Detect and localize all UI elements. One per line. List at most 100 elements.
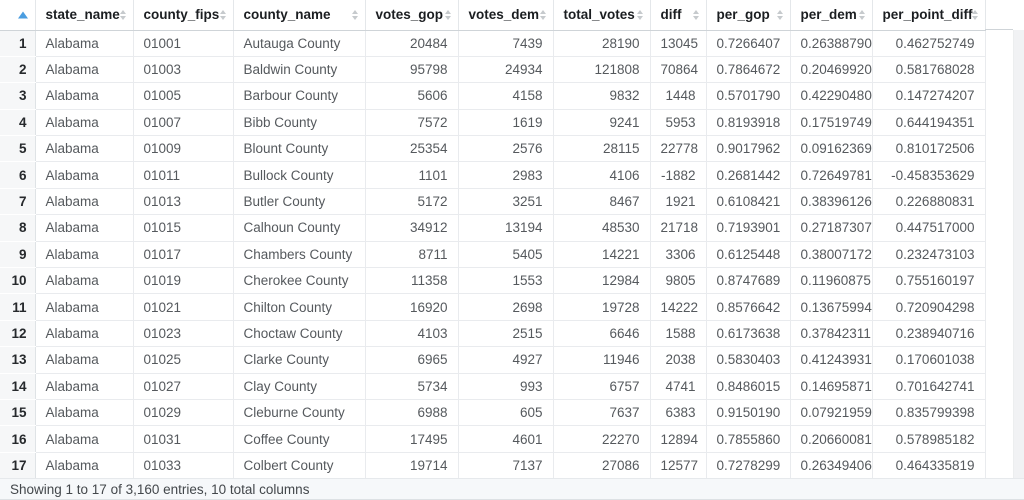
column-header-votes_dem[interactable]: votes_dem bbox=[458, 0, 554, 31]
cell-state_name: Alabama bbox=[35, 346, 134, 374]
cell-per_point_diff: 0.147274207 bbox=[872, 82, 986, 110]
row-number-cell: 4 bbox=[0, 109, 36, 137]
cell-per_dem: 0.42290480 bbox=[790, 82, 873, 110]
row-number-cell: 13 bbox=[0, 346, 36, 374]
table-row[interactable]: 1 Alabama 01001 Autauga County 20484 7439 2819… bbox=[0, 30, 986, 57]
cell-diff: 3306 bbox=[650, 241, 707, 269]
sort-toggle-icon bbox=[776, 9, 783, 20]
table-row[interactable]: 14 Alabama 01027 Clay County 5734 993 6757 4741… bbox=[0, 373, 986, 400]
table-info-text: Showing 1 to 17 of 3,160 entries, 10 tot… bbox=[10, 482, 310, 497]
column-header-per_dem[interactable]: per_dem bbox=[790, 0, 873, 31]
cell-per_gop: 0.9150190 bbox=[706, 399, 791, 427]
cell-per_dem: 0.38007172 bbox=[790, 241, 873, 269]
table-row[interactable]: 3 Alabama 01005 Barbour County 5606 4158 9832 1… bbox=[0, 82, 986, 110]
row-number-cell: 15 bbox=[0, 399, 36, 427]
column-header-label: county_fips bbox=[143, 7, 220, 23]
cell-total_votes: 28190 bbox=[553, 30, 651, 57]
table-row[interactable]: 2 Alabama 01003 Baldwin County 95798 24934 121… bbox=[0, 56, 986, 84]
vertical-scrollbar[interactable] bbox=[1013, 30, 1024, 478]
table-row[interactable]: 17 Alabama 01033 Colbert County 19714 7137 270… bbox=[0, 452, 986, 480]
cell-county_name: Bullock County bbox=[233, 161, 366, 189]
cell-per_dem: 0.09162369 bbox=[790, 135, 873, 163]
table-row[interactable]: 6 Alabama 01011 Bullock County 1101 2983 4106-… bbox=[0, 161, 986, 189]
data-table: state_name county_fips county_name votes_go… bbox=[0, 0, 986, 480]
cell-per_point_diff: 0.581768028 bbox=[872, 56, 986, 84]
table-row[interactable]: 16 Alabama 01031 Coffee County 17495 4601 2227… bbox=[0, 425, 986, 453]
cell-votes_dem: 993 bbox=[458, 373, 554, 400]
row-number-cell: 2 bbox=[0, 56, 36, 84]
cell-votes_dem: 1619 bbox=[458, 109, 554, 137]
sort-toggle-icon bbox=[351, 9, 358, 20]
cell-votes_dem: 4158 bbox=[458, 82, 554, 110]
sort-toggle-icon bbox=[119, 9, 126, 20]
column-header-total_votes[interactable]: total_votes bbox=[553, 0, 651, 31]
cell-votes_gop: 34912 bbox=[365, 214, 459, 242]
cell-per_dem: 0.27187307 bbox=[790, 214, 873, 242]
cell-state_name: Alabama bbox=[35, 56, 134, 84]
column-header-county_name[interactable]: county_name bbox=[233, 0, 366, 31]
row-number-column-header[interactable] bbox=[0, 0, 36, 31]
cell-state_name: Alabama bbox=[35, 373, 134, 400]
cell-per_point_diff: 0.701642741 bbox=[872, 373, 986, 400]
table-row[interactable]: 5 Alabama 01009 Blount County 25354 2576 28115… bbox=[0, 135, 986, 163]
cell-votes_dem: 605 bbox=[458, 399, 554, 427]
row-number-cell: 7 bbox=[0, 188, 36, 216]
cell-per_point_diff: 0.238940716 bbox=[872, 320, 986, 348]
column-header-label: votes_gop bbox=[375, 7, 444, 23]
cell-county_fips: 01015 bbox=[133, 214, 234, 242]
cell-diff: 6383 bbox=[650, 399, 707, 427]
column-header-diff[interactable]: diff bbox=[650, 0, 707, 31]
cell-per_gop: 0.7864672 bbox=[706, 56, 791, 84]
cell-votes_gop: 20484 bbox=[365, 30, 459, 57]
cell-county_name: Coffee County bbox=[233, 425, 366, 453]
table-header: state_name county_fips county_name votes_go… bbox=[0, 0, 986, 31]
cell-state_name: Alabama bbox=[35, 425, 134, 453]
column-header-state_name[interactable]: state_name bbox=[35, 0, 134, 31]
column-header-per_gop[interactable]: per_gop bbox=[706, 0, 791, 31]
cell-total_votes: 121808 bbox=[553, 56, 651, 84]
cell-county_fips: 01007 bbox=[133, 109, 234, 137]
column-header-county_fips[interactable]: county_fips bbox=[133, 0, 234, 31]
cell-per_gop: 0.8747689 bbox=[706, 267, 791, 295]
cell-per_dem: 0.20660081 bbox=[790, 425, 873, 453]
cell-state_name: Alabama bbox=[35, 214, 134, 242]
column-header-votes_gop[interactable]: votes_gop bbox=[365, 0, 459, 31]
cell-county_fips: 01029 bbox=[133, 399, 234, 427]
table-row[interactable]: 11 Alabama 01021 Chilton County 16920 2698 197… bbox=[0, 293, 986, 321]
table-row[interactable]: 7 Alabama 01013 Butler County 5172 3251 8467 19… bbox=[0, 188, 986, 216]
cell-per_dem: 0.17519749 bbox=[790, 109, 873, 137]
cell-county_fips: 01033 bbox=[133, 452, 234, 480]
header-underline bbox=[985, 29, 1013, 30]
cell-diff: -1882 bbox=[650, 161, 707, 189]
sort-toggle-icon bbox=[636, 9, 643, 20]
cell-per_dem: 0.20469920 bbox=[790, 56, 873, 84]
table-row[interactable]: 8 Alabama 01015 Calhoun County 34912 13194 485… bbox=[0, 214, 986, 242]
table-row[interactable]: 10 Alabama 01019 Cherokee County 11358 1553 12… bbox=[0, 267, 986, 295]
cell-county_fips: 01005 bbox=[133, 82, 234, 110]
cell-county_name: Butler County bbox=[233, 188, 366, 216]
cell-per_dem: 0.11960875 bbox=[790, 267, 873, 295]
cell-state_name: Alabama bbox=[35, 452, 134, 480]
cell-votes_dem: 2983 bbox=[458, 161, 554, 189]
table-row[interactable]: 9 Alabama 01017 Chambers County 8711 5405 1422… bbox=[0, 241, 986, 269]
sort-ascending-icon bbox=[17, 11, 28, 19]
cell-votes_gop: 5172 bbox=[365, 188, 459, 216]
cell-votes_gop: 6965 bbox=[365, 346, 459, 374]
cell-total_votes: 6646 bbox=[553, 320, 651, 348]
cell-per_gop: 0.8193918 bbox=[706, 109, 791, 137]
column-header-per_point_diff[interactable]: per_point_diff bbox=[872, 0, 986, 31]
cell-per_dem: 0.13675994 bbox=[790, 293, 873, 321]
cell-diff: 1448 bbox=[650, 82, 707, 110]
table-row[interactable]: 13 Alabama 01025 Clarke County 6965 4927 11946… bbox=[0, 346, 986, 374]
sort-toggle-icon bbox=[692, 9, 699, 20]
cell-votes_dem: 2576 bbox=[458, 135, 554, 163]
cell-total_votes: 7637 bbox=[553, 399, 651, 427]
row-number-cell: 6 bbox=[0, 161, 36, 189]
cell-county_fips: 01027 bbox=[133, 373, 234, 400]
table-row[interactable]: 4 Alabama 01007 Bibb County 7572 1619 9241 5953… bbox=[0, 109, 986, 137]
cell-diff: 14222 bbox=[650, 293, 707, 321]
cell-per_point_diff: 0.835799398 bbox=[872, 399, 986, 427]
table-row[interactable]: 12 Alabama 01023 Choctaw County 4103 2515 6646… bbox=[0, 320, 986, 348]
cell-diff: 21718 bbox=[650, 214, 707, 242]
table-row[interactable]: 15 Alabama 01029 Cleburne County 6988 605 7637… bbox=[0, 399, 986, 427]
